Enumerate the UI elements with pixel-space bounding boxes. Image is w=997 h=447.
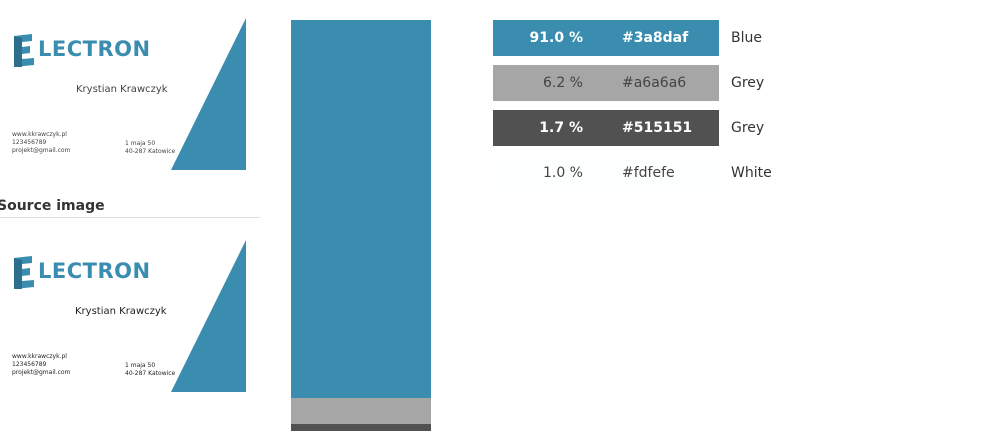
card-triangle-decoration — [171, 240, 246, 392]
card-website: www.kkrawczyk.pl — [12, 353, 67, 360]
card-phone: 123456789 — [12, 139, 47, 146]
card-email: projekt@gmail.com — [12, 369, 71, 376]
color-hex: #3a8daf — [622, 30, 689, 46]
card-phone: 123456789 — [12, 361, 47, 368]
card-contact: www.kkrawczyk.pl 123456789 projekt@gmail… — [12, 131, 70, 155]
card-address: 1 maja 50 40-287 Katowice — [125, 362, 175, 378]
color-swatch: 91.0 % #3a8daf — [493, 20, 719, 56]
logo-text: LECTRON — [38, 37, 151, 61]
source-image-heading: Source image — [0, 198, 105, 214]
card-street: 1 maja 50 — [125, 140, 156, 147]
color-bar-segment — [291, 398, 431, 424]
palette-row: 1.7 % #515151 Grey — [493, 110, 793, 146]
color-name: Grey — [731, 120, 765, 136]
card-contact: www.kkrawczyk.pl 123456789 projekt@gmail… — [12, 353, 70, 377]
color-bar-segment — [291, 20, 431, 399]
color-name: Grey — [731, 75, 765, 91]
divider — [0, 217, 260, 218]
palette-row: 6.2 % #a6a6a6 Grey — [493, 65, 793, 101]
preview-card: LECTRON Krystian Krawczyk www.kkrawczyk.… — [0, 18, 246, 170]
color-percentage: 91.0 % — [529, 30, 583, 46]
color-name: White — [731, 165, 772, 181]
color-swatch: 1.7 % #515151 — [493, 110, 719, 146]
color-bar-segment — [291, 423, 431, 431]
card-email: projekt@gmail.com — [12, 147, 71, 154]
color-percentage: 6.2 % — [542, 75, 583, 91]
palette-row: 1.0 % #fdfefe White — [493, 155, 793, 191]
card-website: www.kkrawczyk.pl — [12, 131, 67, 138]
color-swatch: 6.2 % #a6a6a6 — [493, 65, 719, 101]
color-percentage: 1.7 % — [539, 120, 583, 136]
palette-row: 91.0 % #3a8daf Blue — [493, 20, 793, 56]
card-street: 1 maja 50 — [125, 362, 156, 369]
color-swatch: 1.0 % #fdfefe — [493, 155, 719, 191]
card-name: Krystian Krawczyk — [76, 84, 168, 95]
color-bar-segment — [291, 430, 431, 435]
card-city: 40-287 Katowice — [125, 148, 176, 155]
color-percentage: 1.0 % — [542, 165, 583, 181]
palette-list: 91.0 % #3a8daf Blue 6.2 % #a6a6a6 Grey 1.7 % #5… — [493, 20, 793, 200]
source-card: LECTRON Krystian Krawczyk www.kkrawczyk.… — [0, 240, 246, 392]
card-name: Krystian Krawczyk — [75, 306, 167, 317]
color-name: Blue — [731, 30, 762, 46]
card-city: 40-287 Katowice — [125, 370, 176, 377]
color-proportion-bar — [291, 20, 431, 435]
color-hex: #fdfefe — [622, 165, 675, 181]
logo-text: LECTRON — [38, 259, 151, 283]
color-hex: #a6a6a6 — [622, 75, 687, 91]
logo-e-icon — [14, 34, 34, 67]
logo-e-icon — [14, 256, 34, 289]
card-triangle-decoration — [171, 18, 246, 170]
card-address: 1 maja 50 40-287 Katowice — [125, 140, 175, 156]
color-hex: #515151 — [622, 120, 693, 136]
